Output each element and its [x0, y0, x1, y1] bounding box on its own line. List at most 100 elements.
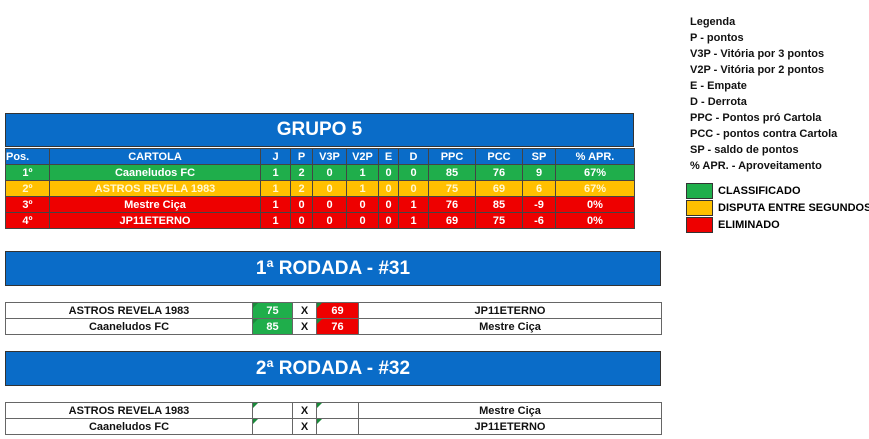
cell: 0 — [312, 212, 347, 229]
cell: 1 — [346, 164, 379, 181]
column-header: V2P — [346, 148, 379, 165]
legend-title: Legenda — [690, 16, 736, 28]
standings-row: 3º Mestre Ciça 1 0 0 0 0 1 76 85 -9 0% — [5, 196, 635, 213]
column-header: Pos. — [5, 148, 50, 165]
legend-color-label: DISPUTA ENTRE SEGUNDOS — [718, 202, 869, 214]
match-row: ASTROS REVELA 1983 75 X 69 JP11ETERNO — [5, 302, 662, 319]
standings-row: 1º Caaneludos FC 1 2 0 1 0 0 85 76 9 67% — [5, 164, 635, 181]
home-score[interactable]: 85 — [252, 318, 293, 335]
cell: 75 — [475, 212, 523, 229]
cell: 0 — [312, 164, 347, 181]
home-team: ASTROS REVELA 1983 — [5, 302, 253, 319]
legend-color-label: CLASSIFICADO — [718, 185, 801, 197]
cell: 2 — [290, 164, 313, 181]
cell: 1 — [260, 212, 291, 229]
home-score[interactable] — [252, 402, 293, 419]
cell: 2 — [290, 180, 313, 197]
cell: 0 — [290, 212, 313, 229]
cell: 0% — [555, 196, 635, 213]
away-team: JP11ETERNO — [358, 418, 662, 435]
cell: -6 — [522, 212, 556, 229]
standings-table: Pos. CARTOLA J P V3P V2P E D PPC PCC SP% APR. 1º Caa… — [5, 148, 635, 229]
cell: 1 — [260, 196, 291, 213]
match-table: ASTROS REVELA 1983 X Mestre Ciça Caaneludos… — [5, 402, 662, 435]
home-team: Caaneludos FC — [5, 318, 253, 335]
cell: 0 — [346, 196, 379, 213]
home-team: ASTROS REVELA 1983 — [5, 402, 253, 419]
home-score[interactable] — [252, 418, 293, 435]
match-row: ASTROS REVELA 1983 X Mestre Ciça — [5, 402, 662, 419]
legend-swatch — [686, 200, 713, 216]
cell: 1º — [5, 164, 50, 181]
standings-row: 2º ASTROS REVELA 1983 1 2 0 1 0 0 75 69 6 67% — [5, 180, 635, 197]
versus-separator: X — [292, 318, 317, 335]
column-header: P — [290, 148, 313, 165]
legend-item: % APR. - Aproveitamento — [690, 160, 822, 172]
cell: 1 — [260, 180, 291, 197]
cell: 1 — [398, 196, 429, 213]
cell: 0 — [378, 196, 399, 213]
away-score[interactable] — [316, 418, 359, 435]
cell: 75 — [428, 180, 476, 197]
cell: 69 — [428, 212, 476, 229]
cell: 67% — [555, 164, 635, 181]
home-team: Caaneludos FC — [5, 418, 253, 435]
column-header: PCC — [475, 148, 523, 165]
away-team: Mestre Ciça — [358, 318, 662, 335]
cell: 85 — [475, 196, 523, 213]
legend-item: D - Derrota — [690, 96, 747, 108]
cell: 0 — [398, 164, 429, 181]
round-title: 2ª RODADA - #32 — [5, 351, 661, 386]
cell: 0 — [312, 180, 347, 197]
team-name: ASTROS REVELA 1983 — [49, 180, 261, 197]
cell: -9 — [522, 196, 556, 213]
versus-separator: X — [292, 418, 317, 435]
away-score[interactable]: 76 — [316, 318, 359, 335]
legend-swatch — [686, 183, 713, 199]
cell: 0 — [346, 212, 379, 229]
column-header: V3P — [312, 148, 347, 165]
legend-item: V2P - Vitória por 2 pontos — [690, 64, 825, 76]
legend: Legenda P - pontos V3P - Vitória por 3 po… — [690, 14, 868, 174]
cell: 0 — [312, 196, 347, 213]
away-team: JP11ETERNO — [358, 302, 662, 319]
cell: 9 — [522, 164, 556, 181]
away-team: Mestre Ciça — [358, 402, 662, 419]
legend-item: E - Empate — [690, 80, 747, 92]
away-score[interactable] — [316, 402, 359, 419]
column-header: D — [398, 148, 429, 165]
cell: 2º — [5, 180, 50, 197]
team-name: Caaneludos FC — [49, 164, 261, 181]
column-header: SP — [522, 148, 556, 165]
legend-item: PCC - pontos contra Cartola — [690, 128, 838, 140]
home-score[interactable]: 75 — [252, 302, 293, 319]
cell: 0 — [378, 180, 399, 197]
column-header: J — [260, 148, 291, 165]
legend-swatch — [686, 217, 713, 233]
header-row: Pos. CARTOLA J P V3P V2P E D PPC PCC SP% APR. — [5, 148, 635, 165]
group-title: GRUPO 5 — [5, 113, 634, 147]
versus-separator: X — [292, 302, 317, 319]
cell: 67% — [555, 180, 635, 197]
cell: 0 — [378, 164, 399, 181]
cell: 1 — [346, 180, 379, 197]
standings-row: 4º JP11ETERNO 1 0 0 0 0 1 69 75 -6 0% — [5, 212, 635, 229]
legend-item: PPC - Pontos pró Cartola — [690, 112, 822, 124]
legend-item: V3P - Vitória por 3 pontos — [690, 48, 825, 60]
round-title: 1ª RODADA - #31 — [5, 251, 661, 286]
cell: 6 — [522, 180, 556, 197]
match-row: Caaneludos FC X JP11ETERNO — [5, 418, 662, 435]
cell: 0 — [378, 212, 399, 229]
cell: 76 — [475, 164, 523, 181]
match-row: Caaneludos FC 85 X 76 Mestre Ciça — [5, 318, 662, 335]
column-header: % APR. — [555, 148, 635, 165]
column-header: CARTOLA — [49, 148, 261, 165]
cell: 0 — [290, 196, 313, 213]
away-score[interactable]: 69 — [316, 302, 359, 319]
cell: 76 — [428, 196, 476, 213]
legend-color-label: ELIMINADO — [718, 219, 780, 231]
cell: 69 — [475, 180, 523, 197]
team-name: Mestre Ciça — [49, 196, 261, 213]
cell: 0% — [555, 212, 635, 229]
team-name: JP11ETERNO — [49, 212, 261, 229]
